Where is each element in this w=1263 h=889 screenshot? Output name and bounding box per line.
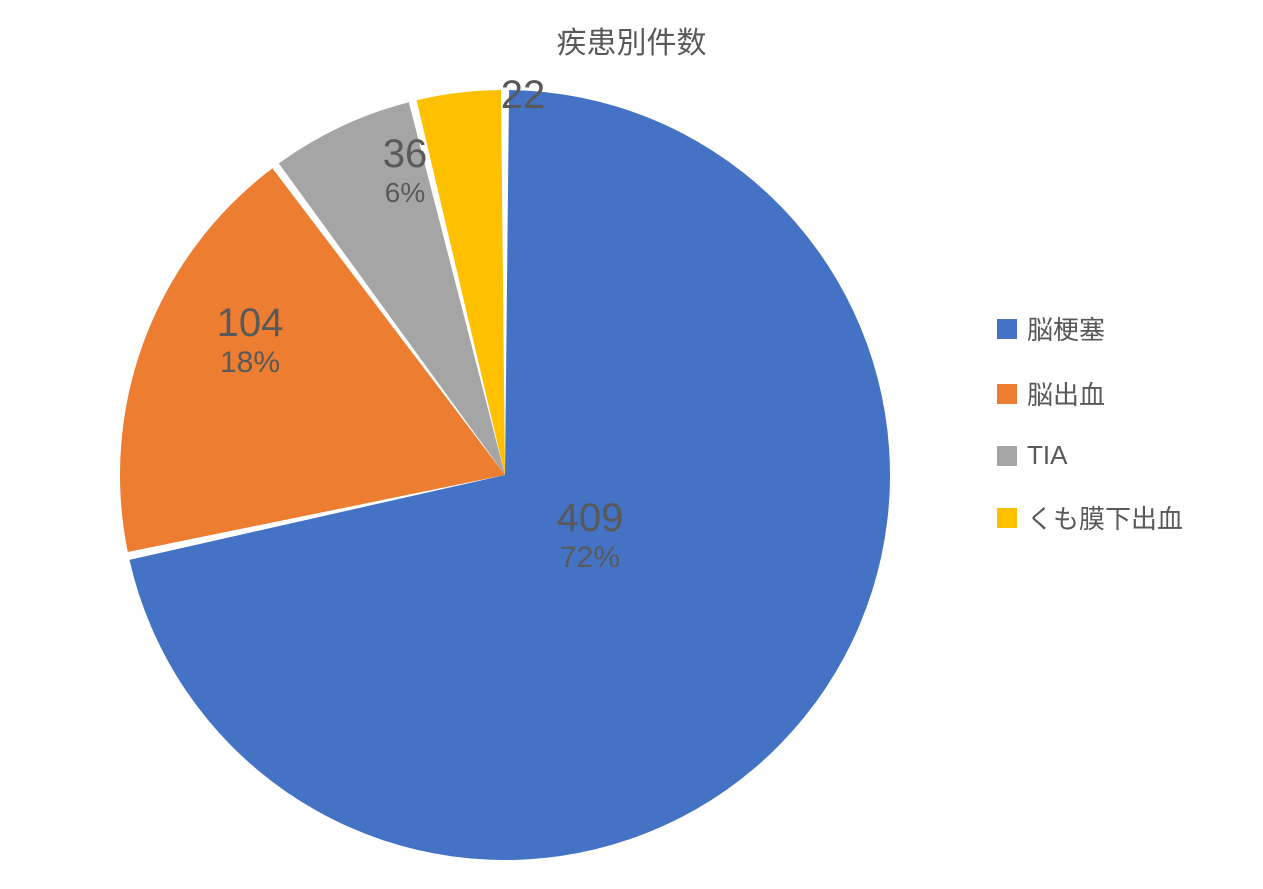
slice-value: 104: [217, 300, 284, 346]
legend: 脳梗塞脳出血 TIA くも膜下出血: [997, 310, 1183, 536]
slice-value: 409: [557, 495, 624, 541]
legend-swatch: [997, 319, 1017, 339]
legend-item: 脳梗塞: [997, 310, 1183, 347]
slice-label: 366%: [383, 131, 428, 209]
legend-label: 脳梗塞: [1027, 310, 1105, 347]
legend-swatch: [997, 384, 1017, 404]
slice-label: 40972%: [557, 495, 624, 576]
legend-item: 脳出血: [997, 375, 1183, 412]
legend-label: くも膜下出血: [1027, 499, 1183, 536]
pie-svg: [120, 90, 890, 860]
legend-swatch: [997, 508, 1017, 528]
slice-percent: 6%: [383, 177, 428, 209]
chart-title: 疾患別件数: [557, 18, 707, 62]
pie-chart: [120, 90, 890, 860]
legend-item: TIA: [997, 440, 1183, 471]
legend-label: 脳出血: [1027, 375, 1105, 412]
slice-percent: 72%: [557, 541, 624, 576]
slice-percent: 18%: [217, 346, 284, 381]
slice-label: 10418%: [217, 300, 284, 381]
legend-swatch: [997, 446, 1017, 466]
slice-value: 22: [501, 72, 546, 118]
legend-label: TIA: [1027, 440, 1067, 471]
slice-value: 36: [383, 131, 428, 177]
slice-label: 22: [501, 72, 546, 118]
legend-item: くも膜下出血: [997, 499, 1183, 536]
